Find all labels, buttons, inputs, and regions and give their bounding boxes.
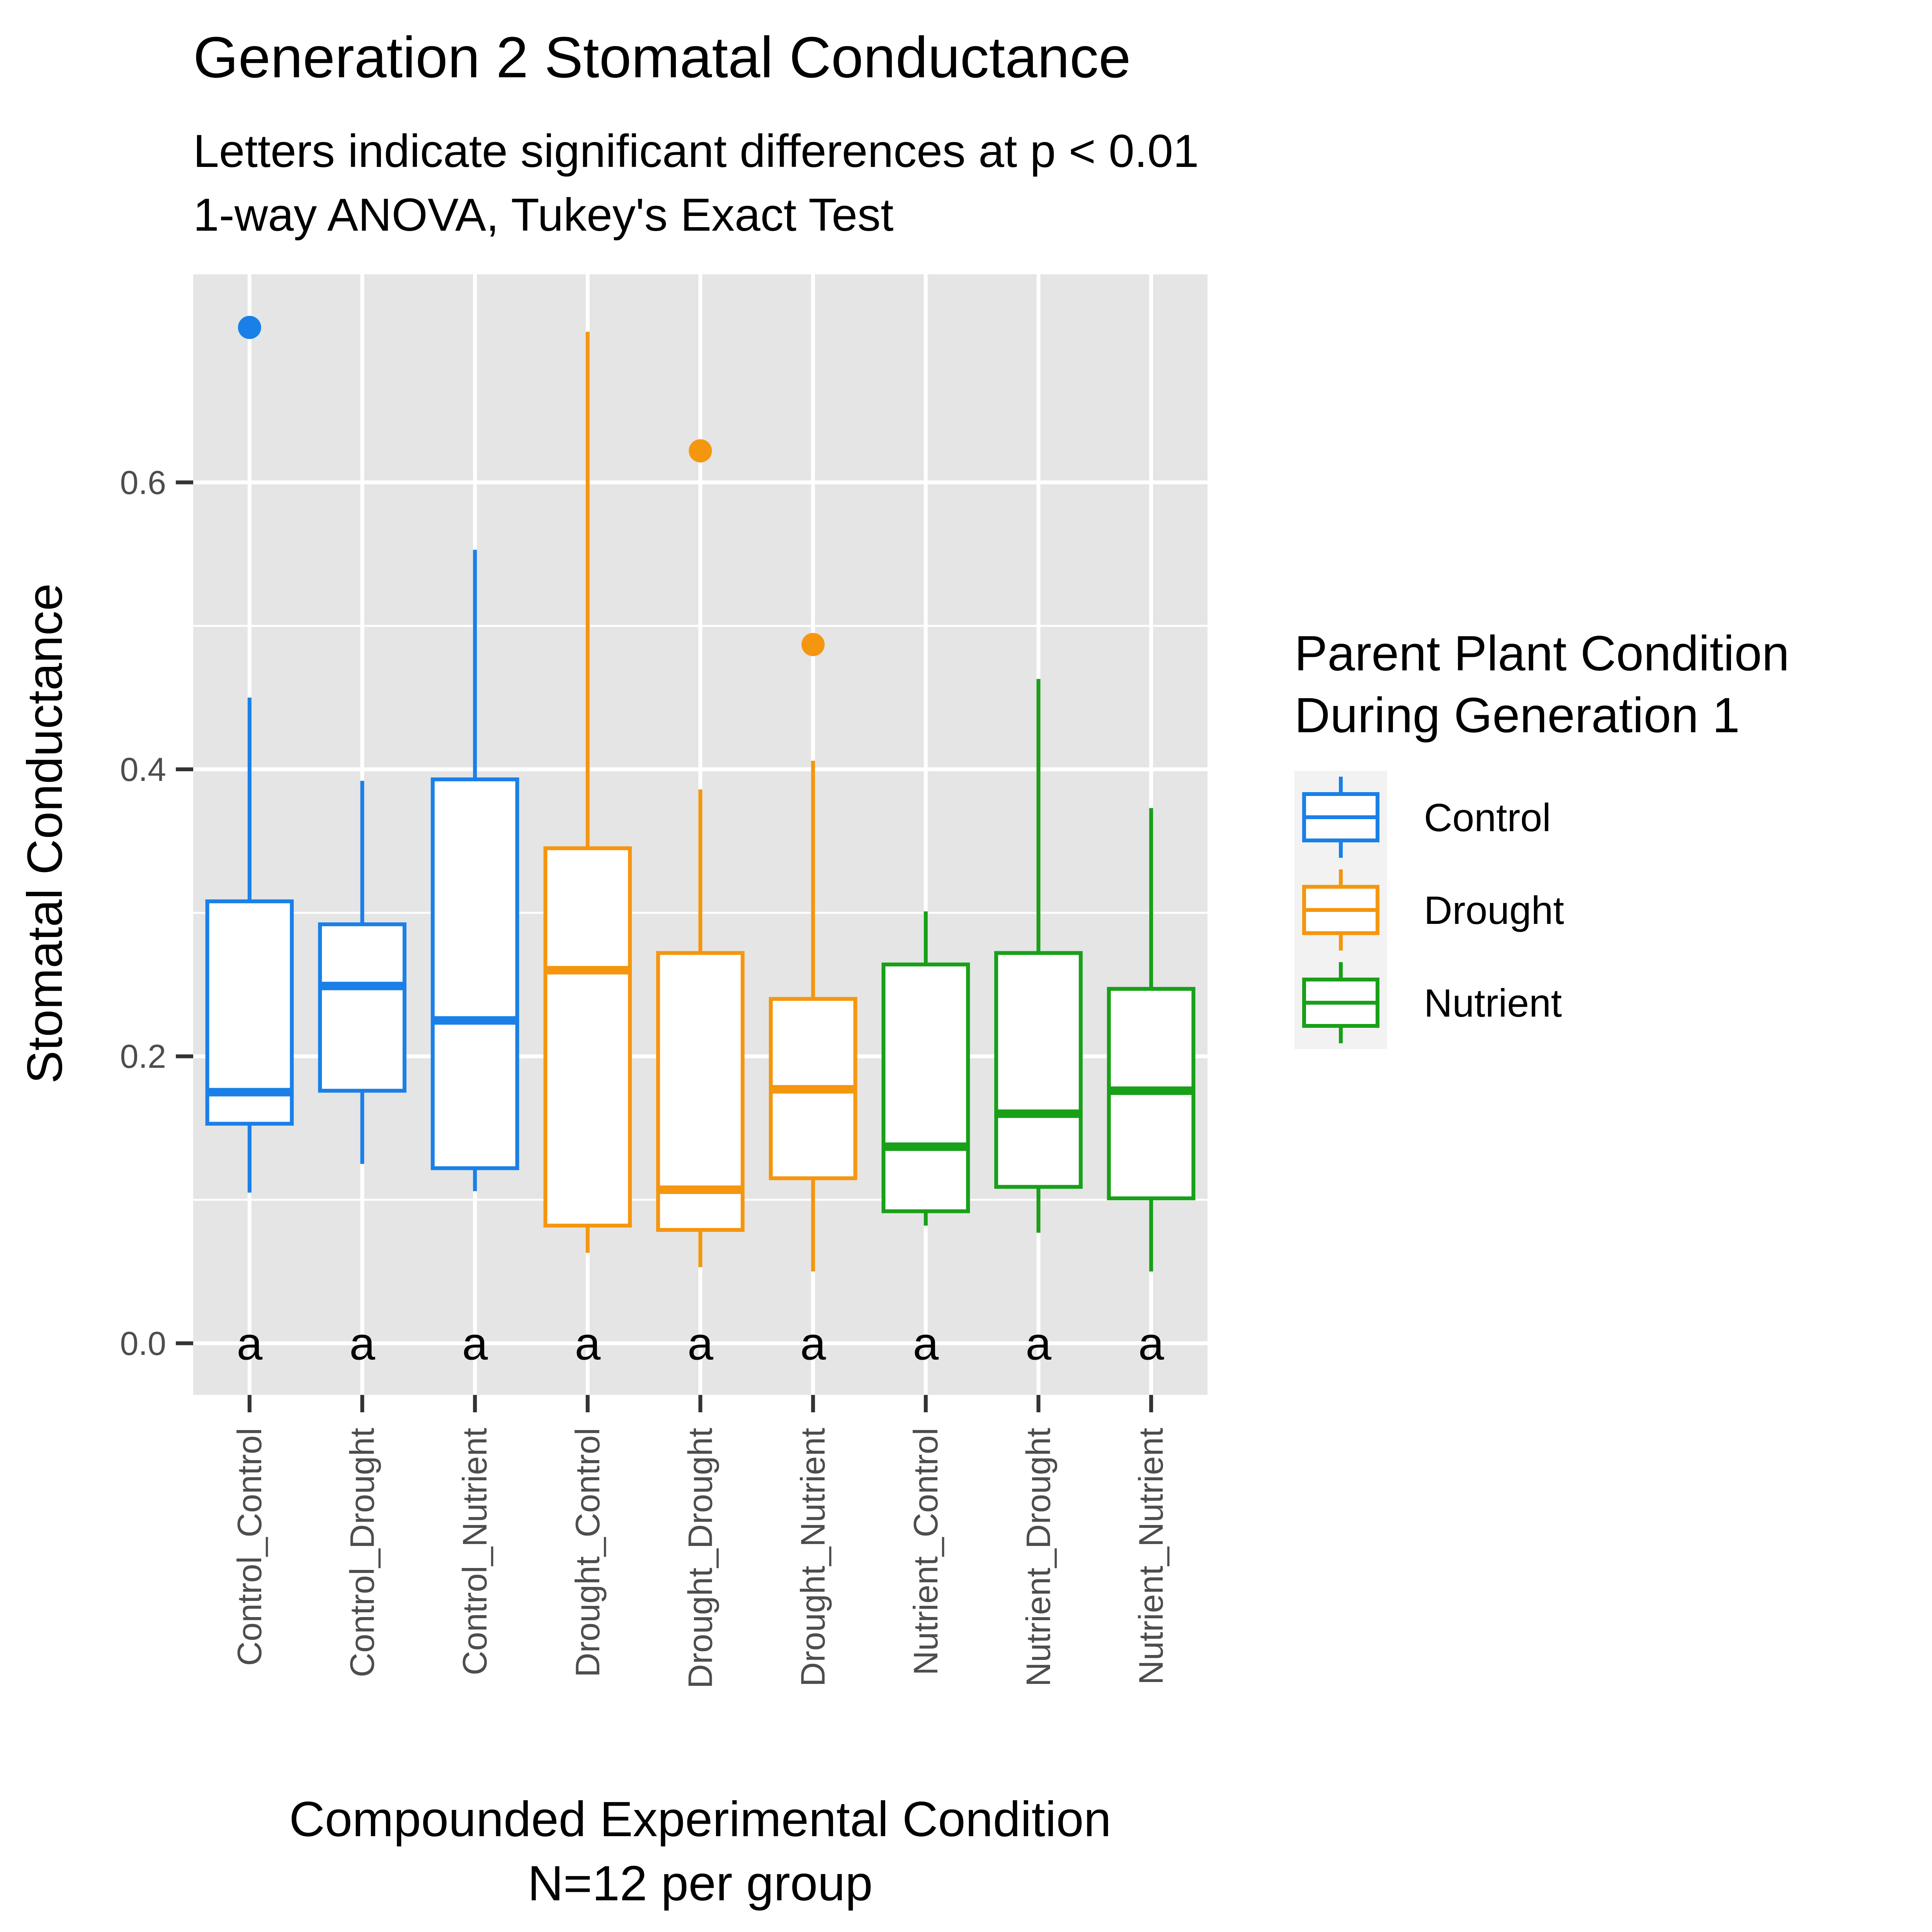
x-tick-label: Control_Control xyxy=(230,1428,269,1666)
x-axis-title-line-2: N=12 per group xyxy=(527,1856,872,1911)
significance-letter: a xyxy=(1138,1318,1164,1369)
box-iqr xyxy=(430,777,519,1170)
y-tick-label: 0.6 xyxy=(120,464,166,501)
significance-letter: a xyxy=(236,1318,262,1369)
outlier-point xyxy=(238,316,261,339)
legend-label: Drought xyxy=(1424,888,1564,932)
boxplot-control-nutrient xyxy=(430,549,519,1191)
x-tick-label: Control_Drought xyxy=(343,1428,381,1677)
box-iqr xyxy=(656,951,745,1232)
legend-entry-nutrient: Nutrient xyxy=(1302,962,1562,1043)
legend-label: Nutrient xyxy=(1424,981,1562,1025)
box-iqr xyxy=(318,922,406,1093)
boxplot-control-control xyxy=(205,316,294,1193)
x-tick-label: Nutrient_Drought xyxy=(1019,1428,1058,1687)
boxes xyxy=(205,316,1196,1272)
significance-letter: a xyxy=(1026,1318,1051,1369)
boxplot-drought-nutrient xyxy=(769,633,857,1272)
y-axis-title: Stomatal Conductance xyxy=(17,583,73,1084)
x-tick-label: Nutrient_Nutrient xyxy=(1132,1428,1170,1685)
outlier-point xyxy=(689,439,712,463)
boxplot-drought-control xyxy=(543,332,632,1253)
box-iqr xyxy=(994,951,1083,1189)
significance-letter: a xyxy=(349,1318,375,1369)
y-tick-label: 0.0 xyxy=(120,1325,166,1362)
x-tick-label: Drought_Control xyxy=(568,1428,607,1677)
significance-letter: a xyxy=(462,1318,488,1369)
x-tick-label: Drought_Nutrient xyxy=(794,1428,832,1687)
significance-letter: a xyxy=(575,1318,600,1369)
y-tick-label: 0.2 xyxy=(120,1038,166,1075)
chart-title: Generation 2 Stomatal Conductance xyxy=(193,25,1131,90)
boxplot-drought-drought xyxy=(656,439,745,1267)
boxplot-nutrient-nutrient xyxy=(1107,808,1196,1272)
x-tick-label: Drought_Drought xyxy=(681,1428,719,1689)
box-iqr xyxy=(881,963,970,1213)
box-iqr xyxy=(205,899,294,1126)
boxplot-nutrient-control xyxy=(881,911,970,1226)
legend-entries: Control Drought Nutrient xyxy=(1302,777,1564,1043)
boxplot-control-drought xyxy=(318,781,406,1164)
outlier-point xyxy=(801,633,825,656)
x-axis: Control_Control Control_Drought Control_Nu… xyxy=(230,1395,1170,1689)
significance-letter: a xyxy=(913,1318,939,1369)
boxplot-nutrient-drought xyxy=(994,679,1083,1233)
significance-letter: a xyxy=(687,1318,713,1369)
x-tick-label: Control_Nutrient xyxy=(456,1428,494,1675)
legend-entry-control: Control xyxy=(1302,777,1551,858)
legend: Parent Plant Condition During Generation… xyxy=(1294,626,1789,1049)
y-axis: 0.0 0.2 0.4 0.6 xyxy=(120,464,193,1362)
legend-title-line-1: Parent Plant Condition xyxy=(1294,626,1789,681)
x-tick-label: Nutrient_Control xyxy=(906,1428,945,1675)
legend-title-line-2: During Generation 1 xyxy=(1294,688,1740,743)
y-tick-label: 0.4 xyxy=(120,751,166,788)
chart-subtitle-line-2: 1-way ANOVA, Tukey's Exact Test xyxy=(193,189,893,241)
chart-subtitle-line-1: Letters indicate significant differences… xyxy=(193,125,1199,177)
significance-letter: a xyxy=(800,1318,826,1369)
x-axis-title-line-1: Compounded Experimental Condition xyxy=(289,1792,1111,1847)
legend-label: Control xyxy=(1424,796,1551,840)
legend-entry-drought: Drought xyxy=(1302,869,1564,951)
box-iqr xyxy=(543,846,632,1228)
